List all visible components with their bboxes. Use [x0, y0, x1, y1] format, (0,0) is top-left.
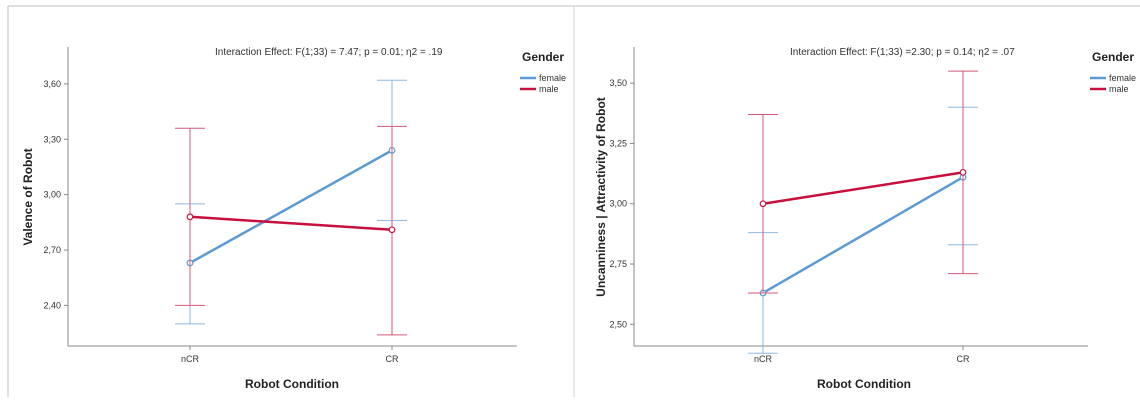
y-tick-label: 2,40	[43, 300, 61, 310]
x-tick-label: nCR	[754, 354, 773, 364]
y-tick-label: 3,25	[609, 138, 627, 148]
chart-panel-2: 2,50 2,75 3,00 3,25 3,50 nCR CR Robot Condition…	[594, 47, 1136, 391]
x-axis-title: Robot Condition	[817, 377, 911, 391]
series-line-male	[762, 171, 964, 205]
y-tick-label: 3,30	[43, 134, 61, 144]
x-tick-label: nCR	[181, 354, 200, 364]
chart-panel-1: 2,40 2,70 3,00 3,30 3,60 nCR CR Robot Condition…	[21, 47, 566, 391]
legend-label-male: male	[539, 84, 559, 94]
series-male	[175, 125, 407, 336]
y-tick-label: 2,50	[609, 319, 627, 329]
y-tick-label: 3,00	[43, 190, 61, 200]
series-female	[748, 106, 978, 354]
series-line-female	[762, 176, 964, 295]
legend-title: Gender	[1092, 50, 1134, 64]
x-axis-title: Robot Condition	[245, 377, 339, 391]
legend-label-female: female	[1109, 73, 1136, 83]
interaction-effect-annotation: Interaction Effect: F(1;33) =2.30; p = 0…	[790, 47, 1015, 58]
y-tick-label: 2,75	[609, 259, 627, 269]
legend-label-female: female	[539, 73, 566, 83]
series-male	[748, 70, 978, 294]
x-tick-label: CR	[957, 354, 970, 364]
data-point	[759, 200, 767, 208]
y-axis-title: Valence of Robot	[21, 148, 35, 245]
interaction-effect-annotation: Interaction Effect: F(1;33) = 7.47; p = …	[215, 47, 443, 58]
legend-title: Gender	[522, 50, 564, 64]
y-tick-label: 2,70	[43, 245, 61, 255]
y-tick-label: 3,00	[609, 199, 627, 209]
legend-label-male: male	[1109, 84, 1129, 94]
data-point	[959, 168, 967, 176]
y-tick-label: 3,50	[609, 78, 627, 88]
y-tick-label: 3,60	[43, 79, 61, 89]
x-tick-label: CR	[386, 354, 399, 364]
series-female	[175, 79, 407, 325]
data-point	[388, 226, 396, 234]
series-line-male	[189, 215, 393, 231]
data-point	[186, 213, 194, 221]
series-line-female	[189, 149, 393, 265]
y-axis-title: Uncanniness | Attractivity of Robot	[594, 97, 608, 297]
